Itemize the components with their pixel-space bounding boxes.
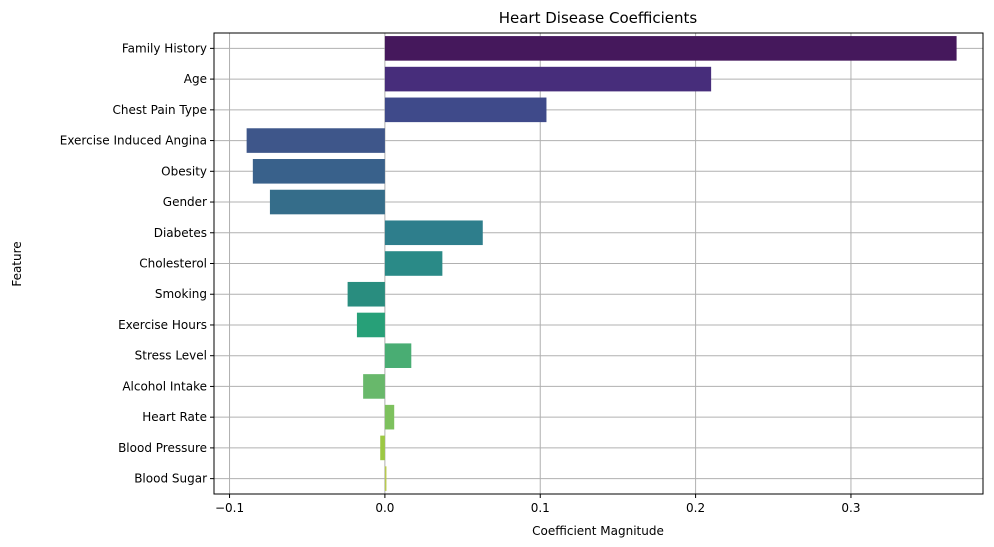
y-tick-label: Exercise Induced Angina (60, 134, 207, 148)
bar (347, 281, 385, 307)
y-tick-label: Blood Sugar (134, 472, 207, 486)
bar (363, 374, 385, 399)
y-tick-label: Chest Pain Type (112, 103, 207, 117)
plot-frame (213, 32, 984, 495)
bar (380, 435, 385, 461)
y-tick-label: Cholesterol (139, 257, 207, 271)
y-tick-label: Age (184, 72, 207, 86)
y-tick-label: Stress Level (135, 349, 207, 363)
y-tick-label: Gender (163, 195, 207, 209)
bar (384, 251, 443, 276)
bar (384, 97, 547, 123)
axes (210, 32, 984, 498)
bar (356, 312, 385, 338)
y-tick-label: Diabetes (154, 226, 207, 240)
y-tick-label: Alcohol Intake (122, 379, 207, 393)
bars (246, 36, 957, 491)
bar (384, 220, 483, 246)
chart-title: Heart Disease Coefficients (499, 9, 698, 27)
y-tick-label: Exercise Hours (118, 318, 207, 332)
tick-labels: −0.1 0.0 0.1 0.2 0.3 Family History Age Chest P… (60, 41, 861, 515)
y-tick-label: Blood Pressure (118, 441, 207, 455)
x-tick-label: 0.1 (531, 501, 550, 515)
y-tick-label: Heart Rate (142, 410, 207, 424)
y-tick-label: Smoking (155, 287, 207, 301)
x-axis-label: Coefficient Magnitude (532, 524, 664, 538)
y-tick-label: Obesity (161, 164, 207, 178)
x-tick-label: −0.1 (215, 501, 244, 515)
bar (384, 466, 387, 491)
bar (384, 66, 712, 92)
y-axis-label: Feature (10, 241, 24, 286)
bar (384, 343, 412, 368)
y-tick-label: Family History (122, 41, 207, 55)
x-tick-label: 0.3 (841, 501, 860, 515)
bar (384, 36, 957, 61)
bar (252, 159, 385, 184)
bar (269, 189, 385, 215)
bar (384, 404, 395, 430)
grid-lines (214, 33, 983, 494)
bar (246, 128, 385, 153)
x-tick-label: 0.0 (375, 501, 394, 515)
x-tick-label: 0.2 (686, 501, 705, 515)
